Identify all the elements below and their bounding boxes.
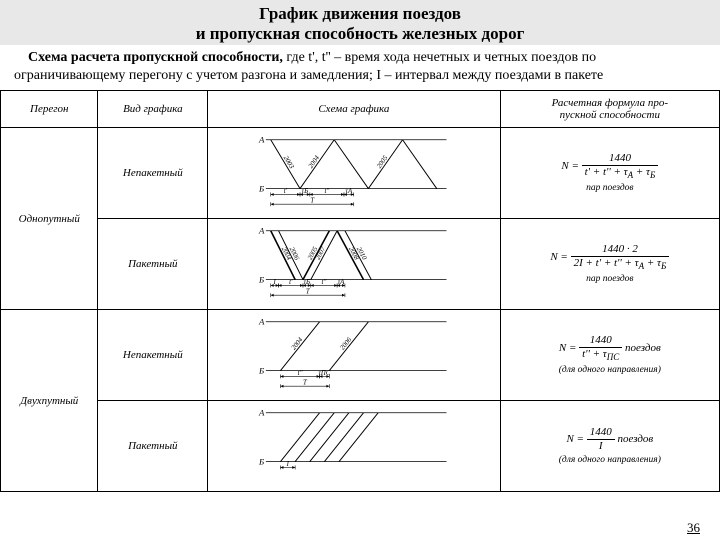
svg-text:τБ: τБ <box>302 188 308 195</box>
svg-text:2004: 2004 <box>308 154 322 170</box>
train-graph-svg: АБ20042006t''τПСT <box>210 312 497 395</box>
title-line1: График движения поездов <box>259 4 461 23</box>
table-row: Пакетный А Б I N = 1440I поездов(для одного … <box>1 401 720 492</box>
svg-text:2005: 2005 <box>376 154 390 170</box>
svg-text:t'': t'' <box>322 279 327 286</box>
schema-cell: АБ20042006t''τПСT <box>208 310 500 401</box>
svg-text:τА: τА <box>346 188 353 195</box>
svg-text:А: А <box>258 135 265 145</box>
svg-text:T: T <box>310 198 315 205</box>
intro-paragraph: Схема расчета пропускной способности, гд… <box>0 45 720 90</box>
schema-cell: А Б I <box>208 401 500 492</box>
header-formula: Расчетная формула про- пускной способнос… <box>500 91 719 128</box>
svg-text:I: I <box>286 461 290 468</box>
table-row: ПакетныйАБ200420062005200720082010It'τБt… <box>1 219 720 310</box>
svg-text:τПС: τПС <box>319 370 331 377</box>
vid-cell: Пакетный <box>98 401 208 492</box>
peregon-cell: Двухпутный <box>1 310 98 492</box>
table-row: ОднопутныйНепакетныйАБ200320042005t'τБt'… <box>1 128 720 219</box>
header-peregon: Перегон <box>1 91 98 128</box>
svg-text:Б: Б <box>258 457 264 467</box>
svg-text:t'': t'' <box>298 370 303 377</box>
svg-text:T: T <box>303 380 308 387</box>
train-graph-svg: А Б I <box>210 403 497 486</box>
svg-text:t': t' <box>289 279 293 286</box>
train-graph-svg: АБ200420062005200720082010It'τБt''τАT <box>210 221 497 304</box>
schema-cell: АБ200420062005200720082010It'τБt''τАT <box>208 219 500 310</box>
table-body: ОднопутныйНепакетный А Б 2003 2004 2005 t' τБ t'… <box>1 128 720 492</box>
page-number: 36 <box>687 520 700 536</box>
formula-cell: N = 1440I поездов(для одного направления… <box>500 401 719 492</box>
svg-text:T: T <box>306 289 311 296</box>
table-header-row: Перегон Вид графика Схема графика Расчет… <box>1 91 720 128</box>
header-schema: Схема графика <box>208 91 500 128</box>
formula-cell: N = 1440t'' + τПС поездов(для одного нап… <box>500 310 719 401</box>
svg-text:Б: Б <box>258 366 264 376</box>
svg-text:τА: τА <box>338 279 345 286</box>
capacity-table: Перегон Вид графика Схема графика Расчет… <box>0 90 720 492</box>
train-graph-svg: А Б 2003 2004 2005 t' τБ t'' τА T <box>210 130 497 213</box>
header-vid: Вид графика <box>98 91 208 128</box>
vid-cell: Непакетный <box>98 128 208 219</box>
page-title: График движения поездов и пропускная спо… <box>0 4 720 43</box>
svg-text:Б: Б <box>258 275 264 285</box>
formula-cell: N = 1440t' + t'' + τА + τБпар поездов <box>500 128 719 219</box>
title-block: График движения поездов и пропускная спо… <box>0 0 720 45</box>
svg-text:Б: Б <box>258 184 264 194</box>
svg-text:А: А <box>258 408 265 418</box>
svg-text:τБ: τБ <box>304 279 310 286</box>
vid-cell: Непакетный <box>98 310 208 401</box>
formula-cell: N = 1440 · 22I + t' + t'' + τА + τБпар п… <box>500 219 719 310</box>
table-row: ДвухпутныйНепакетныйАБ20042006t''τПСTN =… <box>1 310 720 401</box>
svg-text:А: А <box>258 317 265 327</box>
svg-text:А: А <box>258 226 265 236</box>
schema-cell: А Б 2003 2004 2005 t' τБ t'' τА T <box>208 128 500 219</box>
intro-bold: Схема расчета пропускной способности, <box>28 50 283 65</box>
peregon-cell: Однопутный <box>1 128 98 310</box>
svg-text:2003: 2003 <box>282 155 295 171</box>
svg-text:t'': t'' <box>325 188 330 195</box>
vid-cell: Пакетный <box>98 219 208 310</box>
title-line2: и пропускная способность железных дорог <box>196 24 525 43</box>
svg-text:t': t' <box>284 188 288 195</box>
